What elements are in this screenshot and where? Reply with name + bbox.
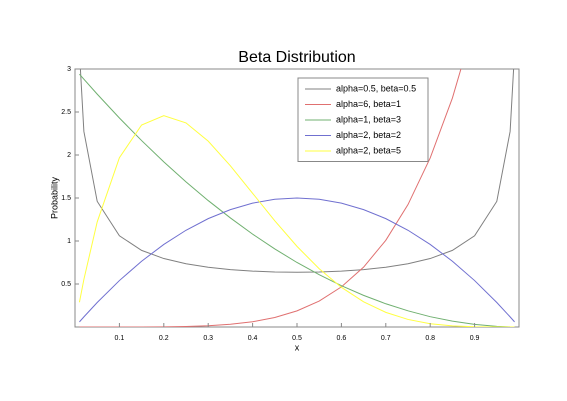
x-tick-label: 0.4 xyxy=(248,335,258,342)
series-line xyxy=(79,197,515,323)
x-tick-label: 0.6 xyxy=(337,335,347,342)
x-tick-label: 0.5 xyxy=(292,335,302,342)
x-tick-label: 0.7 xyxy=(381,335,391,342)
y-tick-label: 1.5 xyxy=(61,195,71,202)
series-line xyxy=(78,115,515,327)
series-line xyxy=(79,69,515,273)
plot-area xyxy=(78,69,515,327)
legend-label: alpha=2, beta=5 xyxy=(336,145,401,155)
legend-label: alpha=1, beta=3 xyxy=(336,114,401,124)
legend-label: alpha=2, beta=2 xyxy=(336,130,401,140)
x-tick-label: 0.9 xyxy=(470,335,480,342)
x-tick-label: 0.2 xyxy=(159,335,169,342)
y-tick-label: 2 xyxy=(67,152,71,159)
y-axis-label: Probability xyxy=(49,176,59,219)
y-tick-label: 2.5 xyxy=(61,109,71,116)
y-tick-label: 0.5 xyxy=(61,281,71,288)
x-tick-label: 0.1 xyxy=(115,335,125,342)
legend-label: alpha=6, beta=1 xyxy=(336,99,401,109)
x-tick-label: 0.3 xyxy=(203,335,213,342)
chart-title: Beta Distribution xyxy=(238,49,355,66)
x-tick-label: 0.8 xyxy=(425,335,435,342)
y-tick-label: 1 xyxy=(67,238,71,245)
x-axis-label: x xyxy=(295,342,300,352)
series-line xyxy=(79,73,515,327)
legend-label: alpha=0.5, beta=0.5 xyxy=(336,83,416,93)
y-tick-label: 3 xyxy=(67,66,71,73)
series-line xyxy=(79,69,462,327)
